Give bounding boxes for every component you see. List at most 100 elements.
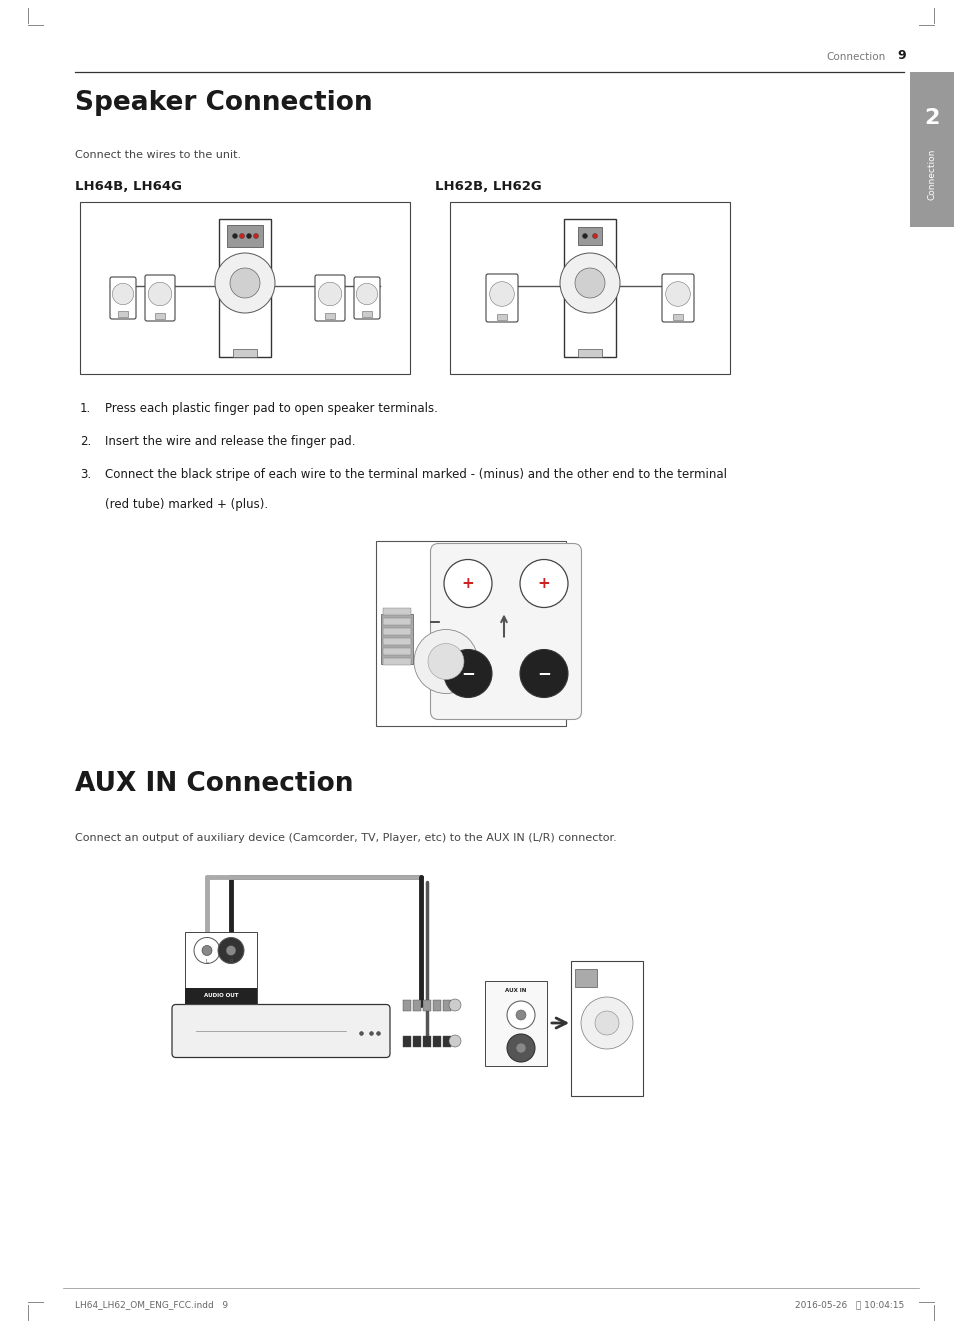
Bar	[361, 311, 372, 317]
Bar	[382, 657, 410, 664]
Circle shape	[592, 234, 597, 239]
Circle shape	[148, 283, 172, 305]
Bar	[185, 931, 257, 1004]
Circle shape	[520, 559, 567, 607]
Text: 2016-05-26   ￭ 10:04:15: 2016-05-26 ￭ 10:04:15	[794, 1300, 903, 1309]
Text: 3.: 3.	[80, 467, 91, 481]
Text: Connection: Connection	[825, 52, 885, 62]
Circle shape	[520, 649, 567, 697]
Bar	[673, 313, 682, 320]
Circle shape	[449, 1035, 460, 1046]
Circle shape	[428, 644, 463, 680]
Bar	[563, 219, 615, 357]
Circle shape	[194, 938, 220, 964]
Text: (red tube) marked + (plus).: (red tube) marked + (plus).	[105, 498, 268, 511]
Circle shape	[214, 254, 275, 313]
Bar	[497, 313, 506, 320]
FancyBboxPatch shape	[172, 1004, 389, 1057]
Bar	[909, 72, 953, 227]
Circle shape	[515, 1042, 526, 1053]
Bar	[412, 1000, 421, 1011]
Circle shape	[444, 559, 491, 607]
Text: LH64B, LH64G: LH64B, LH64G	[75, 181, 182, 193]
Bar	[227, 224, 262, 247]
FancyBboxPatch shape	[314, 275, 345, 321]
Bar	[423, 1036, 431, 1046]
Bar	[376, 540, 565, 726]
Text: Connect an output of auxiliary device (Camcorder, TV, Player, etc) to the AUX IN: Connect an output of auxiliary device (C…	[75, 833, 616, 843]
Bar	[450, 202, 729, 374]
Text: AUDIO OUT: AUDIO OUT	[204, 993, 238, 999]
Circle shape	[595, 1011, 618, 1035]
Text: L: L	[206, 959, 209, 964]
Circle shape	[580, 997, 632, 1049]
Text: 9: 9	[897, 49, 905, 62]
Text: Connect the black stripe of each wire to the terminal marked - (minus) and the o: Connect the black stripe of each wire to…	[105, 467, 727, 481]
Bar	[423, 1000, 431, 1011]
Circle shape	[515, 1011, 526, 1020]
Bar	[578, 227, 602, 244]
Bar	[185, 988, 257, 1004]
Bar	[382, 648, 410, 655]
Text: R: R	[229, 959, 233, 964]
Text: AUX IN Connection: AUX IN Connection	[75, 772, 353, 797]
Circle shape	[559, 254, 619, 313]
Circle shape	[112, 283, 134, 304]
Bar	[578, 349, 602, 357]
Text: 1.: 1.	[80, 402, 91, 414]
Bar	[432, 1000, 440, 1011]
Circle shape	[413, 629, 478, 693]
Bar	[403, 1036, 410, 1046]
Circle shape	[246, 234, 251, 239]
Bar	[233, 349, 257, 357]
Bar	[80, 202, 409, 374]
Circle shape	[449, 999, 460, 1011]
Circle shape	[226, 946, 235, 956]
Bar	[442, 1000, 451, 1011]
Text: LH64_LH62_OM_ENG_FCC.indd   9: LH64_LH62_OM_ENG_FCC.indd 9	[75, 1300, 228, 1309]
Circle shape	[202, 946, 211, 956]
Circle shape	[233, 234, 237, 239]
FancyBboxPatch shape	[661, 274, 693, 321]
Circle shape	[506, 1035, 534, 1062]
FancyBboxPatch shape	[110, 278, 136, 319]
Circle shape	[489, 282, 514, 307]
Text: Connection: Connection	[926, 149, 935, 201]
Text: L: L	[509, 1012, 512, 1017]
FancyBboxPatch shape	[145, 275, 175, 321]
Bar	[382, 628, 410, 635]
Text: +: +	[537, 576, 550, 591]
Text: +: +	[461, 576, 474, 591]
Circle shape	[575, 268, 604, 297]
Bar	[382, 607, 410, 615]
Circle shape	[230, 268, 259, 297]
Bar	[484, 980, 547, 1065]
Bar	[403, 1000, 410, 1011]
Text: 2: 2	[924, 108, 939, 127]
Bar	[325, 313, 334, 319]
Circle shape	[356, 283, 378, 304]
FancyBboxPatch shape	[485, 274, 517, 321]
Text: −: −	[460, 664, 475, 683]
Text: Speaker Connection: Speaker Connection	[75, 90, 372, 116]
Circle shape	[254, 234, 259, 239]
Circle shape	[239, 234, 244, 239]
FancyBboxPatch shape	[354, 278, 380, 319]
Circle shape	[665, 282, 690, 307]
Text: Connect the wires to the unit.: Connect the wires to the unit.	[75, 150, 241, 159]
Text: −: −	[536, 664, 551, 683]
Bar	[382, 637, 410, 644]
Circle shape	[318, 283, 341, 305]
Bar	[575, 968, 597, 987]
Circle shape	[582, 234, 587, 239]
Text: R: R	[508, 1045, 512, 1050]
Bar	[432, 1036, 440, 1046]
Text: Insert the wire and release the finger pad.: Insert the wire and release the finger p…	[105, 436, 356, 448]
Text: Press each plastic finger pad to open speaker terminals.: Press each plastic finger pad to open sp…	[105, 402, 437, 414]
Circle shape	[218, 938, 244, 964]
Bar	[382, 618, 410, 624]
Text: LH62B, LH62G: LH62B, LH62G	[434, 181, 541, 193]
FancyBboxPatch shape	[431, 543, 580, 720]
Bar	[381, 614, 412, 664]
Bar	[412, 1036, 421, 1046]
